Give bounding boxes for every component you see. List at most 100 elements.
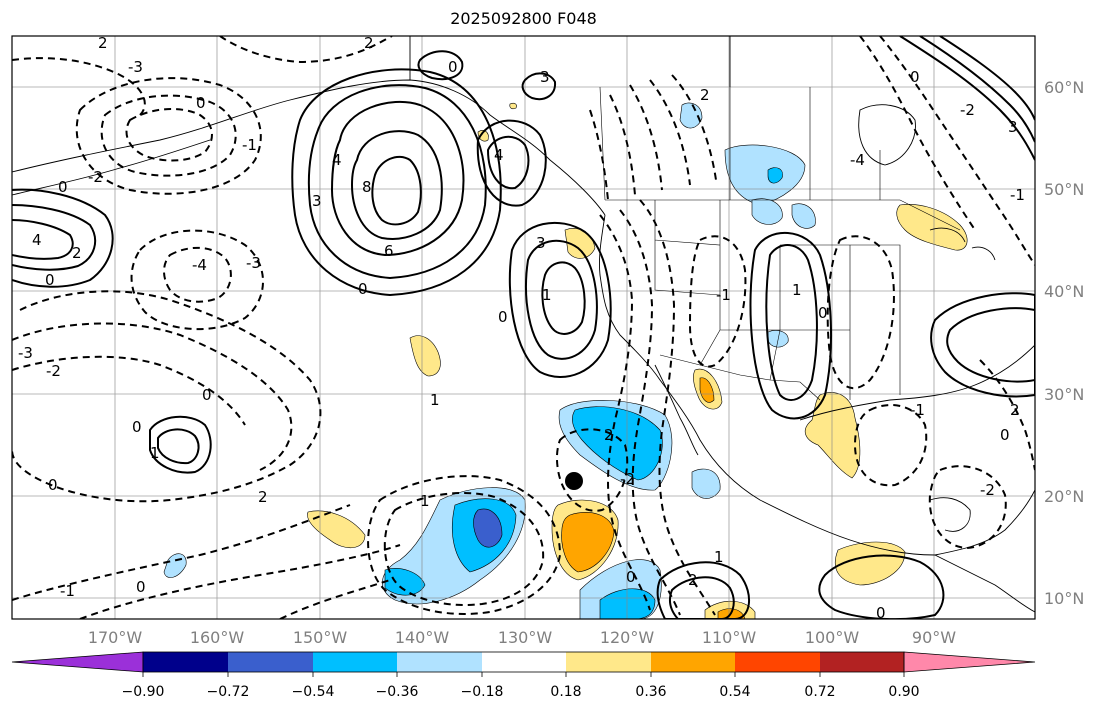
contour-label: -1	[1010, 186, 1025, 204]
contour-high-north-bering	[521, 72, 557, 101]
contour-low-bc-coast	[671, 74, 717, 181]
contour-low-midpac	[12, 355, 246, 426]
shade-blue	[572, 406, 663, 481]
contour-low-bering	[75, 77, 262, 195]
colorbar-tick-label: 0.90	[888, 684, 919, 700]
contour-high-southeast	[656, 561, 751, 619]
contour-label: 3	[1008, 118, 1018, 136]
contour-label: 2	[258, 488, 268, 506]
contour-high-west-edge	[12, 188, 114, 288]
shade-light-yellow	[564, 228, 596, 259]
lon-label: 90°W	[912, 628, 956, 647]
central-america	[934, 554, 1035, 613]
contour-high-southeast	[669, 576, 735, 619]
contour-label: 0	[910, 68, 920, 86]
colorbar-tick-label: 0.36	[635, 684, 666, 700]
contour-high-west-pacific	[149, 415, 212, 474]
shade-light-blue	[724, 144, 806, 206]
yucatan	[929, 497, 971, 532]
alaska-coast	[12, 79, 606, 216]
contour-low-coast	[639, 199, 716, 616]
contour-label: 2	[1010, 401, 1020, 419]
contour-high-west-pacific	[157, 428, 200, 465]
us-mexico-border	[659, 354, 821, 401]
contour-low-midpac	[130, 229, 264, 331]
colorbar-extend-low	[11, 651, 144, 673]
contours-positive	[12, 36, 1035, 619]
contour-label: -3	[246, 254, 261, 272]
contour-high-north-alaska	[417, 50, 464, 81]
colorbar-tick-label: 0.18	[550, 684, 581, 700]
contour-low-bc-coast	[649, 79, 691, 186]
contour-label: -3	[18, 344, 33, 362]
contour-low-coast	[619, 209, 681, 616]
contour-label: 4	[32, 231, 42, 249]
shade-orange	[561, 512, 615, 573]
shaded-regions	[163, 102, 968, 619]
shade-light-blue	[791, 203, 816, 229]
contour-label: 1	[150, 444, 160, 462]
contour-label: 0	[196, 94, 206, 112]
contour-label: 0	[448, 58, 458, 76]
contour-low-plains	[688, 235, 747, 368]
contours-negative	[12, 36, 1035, 619]
contour-high-gulf-alaska	[330, 100, 465, 257]
contour-low-california	[555, 428, 629, 512]
contour-label: 3	[312, 192, 322, 210]
contour-label: 1	[420, 492, 430, 510]
contour-label: -2	[960, 101, 975, 119]
lon-label: 130°W	[498, 628, 553, 647]
gulf-coast	[799, 344, 1035, 421]
contour-label: 0	[136, 578, 146, 596]
colorbar-segment	[482, 652, 566, 672]
contour-high-northeast	[939, 36, 1035, 121]
contour-label: 1	[714, 548, 724, 566]
shade-light-yellow	[896, 204, 968, 251]
contour-low-gulf	[853, 404, 928, 487]
contour-high-east	[930, 292, 1035, 398]
contour-high-gulf-alaska	[371, 155, 422, 226]
us-canada-border	[605, 199, 961, 231]
lat-label: 50°N	[1044, 180, 1084, 199]
contour-label: -2	[980, 481, 995, 499]
north-america-west-coast	[599, 214, 1035, 556]
contour-label: 2	[364, 34, 374, 52]
contour-label: 0	[48, 476, 58, 494]
contour-low-southwest	[12, 504, 351, 601]
map-area: 2 2 0 3 -3 0 -1 -2 0 4 2 0 -4 -3 4 8 6 3…	[12, 34, 1035, 619]
colorbar-segment	[735, 652, 820, 672]
colorbar-tick-label: −0.72	[207, 684, 250, 700]
contour-label: 1	[542, 286, 552, 304]
shade-blue	[767, 167, 783, 184]
contour-label: -4	[850, 151, 865, 169]
colorbar-ticks	[142, 672, 905, 677]
contour-label: 0	[132, 418, 142, 436]
colorbar: −0.90 −0.72 −0.54 −0.36 −0.18 0.18 0.36 …	[11, 651, 1036, 700]
colorbar-tick-label: −0.90	[122, 684, 165, 700]
contour-low-southwest	[279, 579, 391, 619]
contour-label: 4	[494, 146, 504, 164]
contour-label: 1	[430, 391, 440, 409]
colorbar-tick-label: −0.18	[461, 684, 504, 700]
contour-low-top-mid	[219, 36, 393, 64]
contour-low-northeast	[859, 36, 976, 231]
canada-provinces	[599, 86, 881, 201]
contour-low-subtropical	[367, 475, 562, 615]
colorbar-tick-label: −0.36	[376, 684, 419, 700]
shade-blue	[384, 568, 426, 596]
colorbar-frame	[142, 651, 905, 673]
contour-label: -1	[910, 401, 925, 419]
shade-light-blue	[691, 468, 721, 499]
contour-label: 2	[700, 86, 710, 104]
contour-label: 2	[604, 426, 614, 444]
colorbar-segment	[566, 652, 651, 672]
contour-label: -2	[620, 470, 635, 488]
contour-label: -1	[716, 286, 731, 304]
shade-orange	[699, 377, 715, 403]
contour-high-north-bc	[476, 119, 547, 207]
lon-label: 110°W	[702, 628, 757, 647]
contour-high-gulf-alaska	[350, 130, 443, 240]
contour-label: 0	[45, 271, 55, 289]
contour-low-west-top	[12, 57, 146, 116]
